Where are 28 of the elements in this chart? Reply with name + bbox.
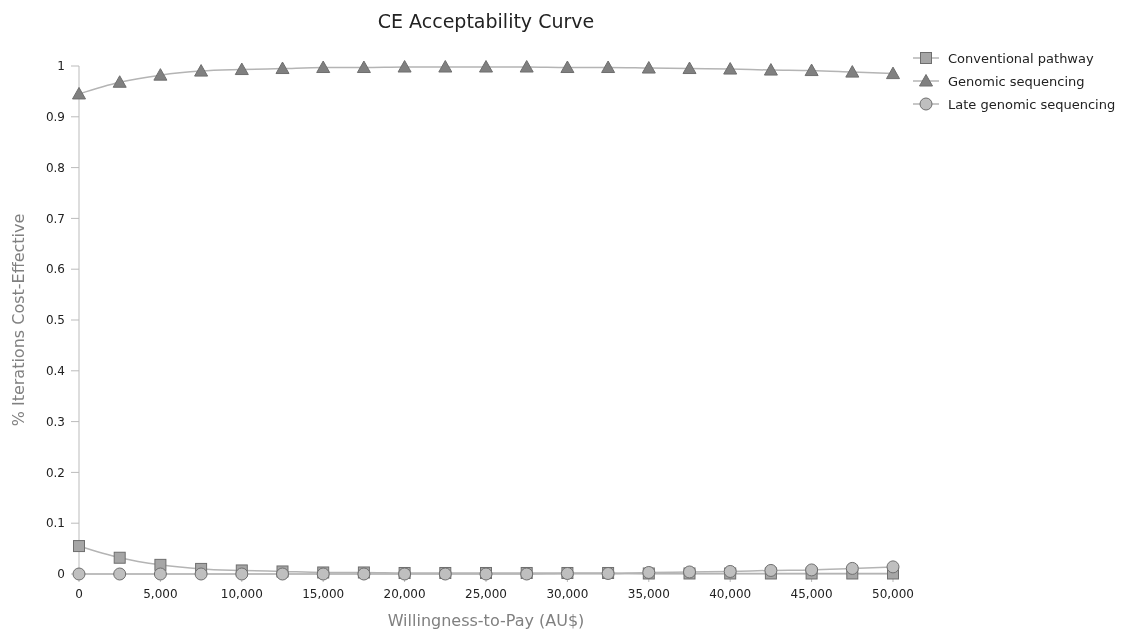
y-tick-label: 0.4 [45, 364, 65, 378]
y-tick-label: 0.3 [45, 414, 65, 429]
y-tick-label: 0.8 [45, 160, 65, 175]
x-tick-label: 20,000 [383, 587, 426, 601]
x-tick-label: 30,000 [546, 587, 589, 601]
y-tick-label: 0.7 [45, 211, 65, 226]
legend-label: Conventional pathway [948, 50, 1094, 66]
x-tick-label: 35,000 [627, 587, 670, 601]
x-axis-title: Willingness-to-Pay (AU$) [387, 611, 585, 630]
chart-title: CE Acceptability Curve [377, 10, 595, 32]
x-tick-label: 45,000 [790, 587, 833, 601]
y-tick-label: 0 [57, 567, 65, 582]
y-tick-label: 0.9 [45, 110, 65, 124]
legend-label: Genomic sequencing [948, 73, 1085, 89]
y-tick-label: 0.6 [45, 262, 65, 277]
x-tick-label: 0 [75, 587, 83, 601]
legend-label: Late genomic sequencing [948, 96, 1116, 112]
y-tick-label: 0.5 [45, 313, 65, 328]
x-tick-label: 50,000 [872, 587, 914, 601]
x-tick-label: 40,000 [709, 587, 752, 601]
y-tick-label: 1 [57, 59, 65, 74]
y-tick-label: 0.1 [45, 516, 65, 531]
x-tick-label: 25,000 [465, 587, 507, 601]
x-tick-label: 5,000 [143, 587, 178, 601]
x-tick-label: 10,000 [220, 587, 263, 601]
x-tick-label: 15,000 [302, 587, 345, 601]
y-axis-title: % Iterations Cost-Effective [9, 213, 28, 427]
y-tick-label: 0.2 [45, 465, 65, 480]
